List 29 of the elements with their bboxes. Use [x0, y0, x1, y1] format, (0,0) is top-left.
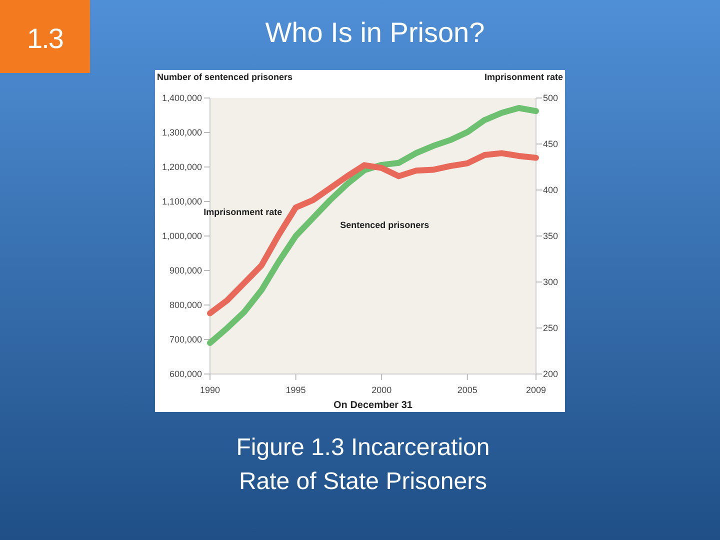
x-axis-title: On December 31	[334, 400, 413, 411]
y2-tick-label: 350	[543, 231, 558, 241]
y2-tick-label: 400	[543, 185, 558, 195]
y2-tick-label: 200	[543, 369, 558, 379]
text: 1.3	[27, 23, 64, 54]
x-tick-label: 2000	[372, 385, 392, 395]
chart-title: Who Is in Prison?	[265, 17, 485, 48]
y2-tick-label: 500	[543, 93, 558, 103]
x-tick-label: 2009	[526, 385, 546, 395]
text: Sentenced prisoners	[340, 220, 430, 230]
y-tick-label: 1,400,000	[162, 93, 202, 103]
y-tick-label: 1,200,000	[162, 162, 202, 172]
y-tick-label: 900,000	[169, 266, 202, 276]
y-tick-label: 700,000	[169, 334, 202, 344]
x-tick-label: 1990	[200, 385, 220, 395]
y2-axis-title: Imprisonment rate	[484, 72, 563, 82]
y-axis-title: Number of sentenced prisoners	[157, 72, 293, 82]
y-tick-label: 1,000,000	[162, 231, 202, 241]
y-tick-label: 1,100,000	[162, 196, 202, 206]
x-tick-label: 1995	[286, 385, 306, 395]
caption: Figure 1.3 Incarceration Rate of State Prisoners	[236, 434, 490, 495]
y2-tick-label: 300	[543, 277, 558, 287]
y2-tick-label: 250	[543, 323, 558, 333]
series-label: Imprisonment rate	[204, 207, 282, 218]
y-tick-label: 1,300,000	[162, 128, 202, 138]
x-tick-label: 2005	[457, 385, 478, 395]
y2-tick-label: 450	[543, 139, 558, 149]
y-tick-label: 800,000	[169, 300, 202, 310]
y-tick-label: 600,000	[169, 369, 202, 379]
